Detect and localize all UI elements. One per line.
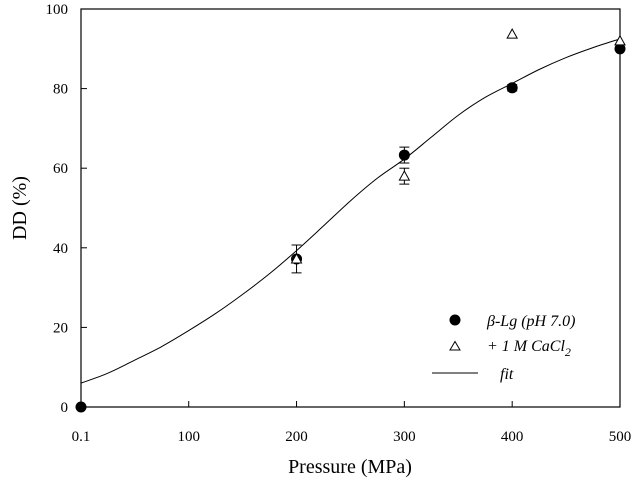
legend-label-blg: β-Lg (pH 7.0)	[486, 313, 575, 330]
legend-label-cacl2-subscript: 2	[565, 345, 571, 359]
y-tick-label: 40	[53, 241, 68, 257]
y-tick-label: 100	[46, 2, 69, 18]
x-tick-label: 100	[177, 429, 200, 445]
data-point-blg	[614, 43, 626, 55]
data-point-cacl2	[398, 170, 411, 181]
x-tick-label: 300	[393, 429, 416, 445]
legend-marker-open-triangle	[449, 340, 461, 351]
data-point-cacl2	[506, 28, 519, 39]
y-axis-ticks: 0 20 40 60 80 100	[46, 2, 87, 416]
legend: β-Lg (pH 7.0) + 1 M CaCl2 fit	[432, 313, 575, 383]
plot-frame	[80, 8, 621, 408]
data-point-blg	[75, 401, 87, 413]
x-tick-label: 200	[285, 429, 308, 445]
data-point-cacl2	[290, 252, 303, 264]
legend-label-cacl2: + 1 M CaCl2	[487, 338, 571, 359]
y-axis-title: DD (%)	[9, 176, 31, 240]
y-tick-label: 60	[53, 161, 68, 177]
y-tick-label: 80	[53, 82, 68, 98]
fit-curve-layer	[80, 38, 621, 384]
data-point-cacl2	[614, 34, 626, 46]
fit-curve	[80, 38, 621, 384]
x-tick-label: 0.1	[72, 429, 91, 445]
legend-marker-filled-circle	[449, 314, 461, 326]
x-axis-title: Pressure (MPa)	[288, 456, 412, 478]
x-tick-label: 400	[501, 429, 524, 445]
y-tick-label: 0	[61, 400, 69, 416]
legend-label-fit: fit	[500, 366, 514, 383]
marker-layer	[75, 28, 626, 413]
legend-label-cacl2-main: + 1 M CaCl	[487, 338, 565, 355]
data-point-blg	[398, 149, 410, 161]
data-point-blg	[506, 82, 518, 94]
y-tick-label: 20	[53, 320, 68, 336]
x-tick-label: 500	[609, 429, 632, 445]
x-axis-ticks: 0.1 100 200 300 400 500	[72, 401, 632, 445]
